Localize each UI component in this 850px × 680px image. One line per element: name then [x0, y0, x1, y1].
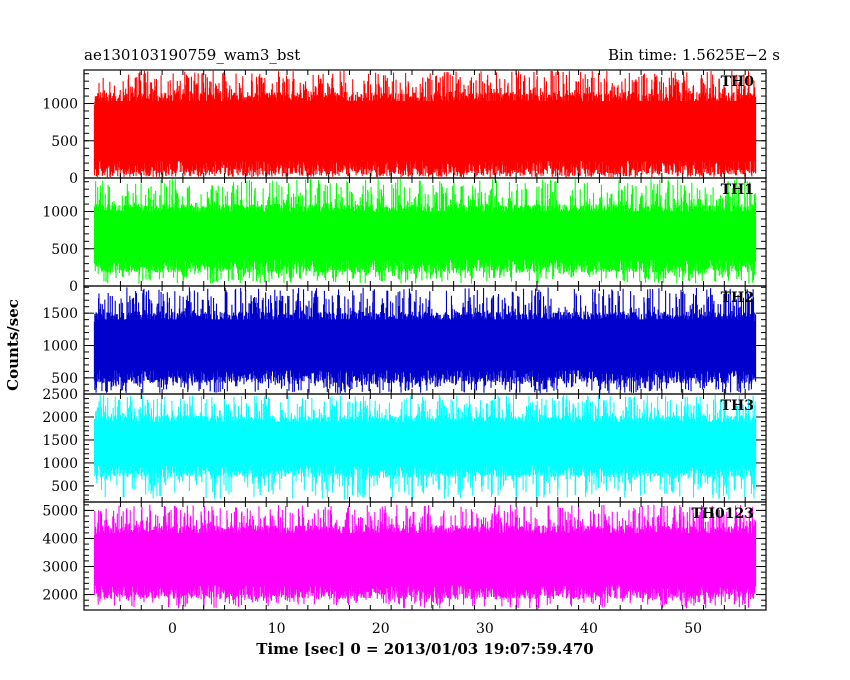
y-tick-label: 4000 [42, 531, 78, 547]
x-tick-label: 0 [168, 621, 177, 637]
panel-th2: 500 1000 1500 TH2 [42, 285, 767, 395]
y-tick-label: 1000 [42, 205, 78, 221]
x-tick-label: 40 [580, 621, 598, 637]
y-tick-label: 500 [51, 242, 78, 258]
y-tick-label: 5000 [42, 503, 78, 519]
y-tick-label: 500 [51, 134, 78, 150]
series-core-th1 [96, 211, 754, 261]
panels-group: 0 500 1000 TH0 0 500 1000 TH1 500 1000 1500 TH2 500 1… [42, 69, 767, 611]
x-axis: 0 10 20 30 40 50 [168, 621, 702, 637]
y-tick-label: 1000 [42, 97, 78, 113]
y-tick-label: 1500 [42, 433, 78, 449]
panel-label-th1: TH1 [721, 182, 754, 198]
y-tick-label: 2500 [42, 387, 78, 403]
y-tick-label: 500 [51, 371, 78, 387]
panel-th0123: 2000 3000 4000 5000 TH0123 [42, 501, 767, 611]
figure-title-left: ae130103190759_wam3_bst [84, 46, 300, 64]
x-tick-label: 50 [684, 621, 702, 637]
series-core-th0123 [96, 533, 754, 586]
y-tick-label: 0 [69, 279, 78, 295]
series-core-th0 [96, 101, 754, 162]
panel-label-th0: TH0 [721, 74, 755, 90]
panel-label-th2: TH2 [721, 290, 754, 306]
series-core-th2 [96, 319, 754, 371]
series-core-th3 [96, 421, 754, 467]
x-tick-label: 10 [268, 621, 286, 637]
panel-label-th0123: TH0123 [691, 506, 754, 522]
y-tick-label: 1000 [42, 456, 78, 472]
x-tick-label: 20 [372, 621, 390, 637]
panel-th0: 0 500 1000 TH0 [42, 69, 767, 187]
panel-th3: 500 1000 1500 2000 2500 TH3 [42, 387, 767, 503]
y-tick-label: 2000 [42, 588, 78, 604]
panel-frame [83, 501, 767, 611]
x-tick-label: 30 [476, 621, 494, 637]
y-tick-label: 2000 [42, 410, 78, 426]
y-tick-label: 500 [51, 479, 78, 495]
y-tick-label: 0 [69, 171, 78, 187]
x-axis-title: Time [sec] 0 = 2013/01/03 19:07:59.470 [256, 640, 593, 658]
y-tick-label: 1000 [42, 338, 78, 354]
y-tick-label: 1500 [42, 306, 78, 322]
panel-th1: 0 500 1000 TH1 [42, 177, 767, 295]
panel-label-th3: TH3 [721, 398, 754, 414]
figure-title-right: Bin time: 1.5625E−2 s [608, 46, 780, 64]
y-tick-label: 3000 [42, 560, 78, 576]
y-axis-title: Counts/sec [4, 299, 22, 391]
